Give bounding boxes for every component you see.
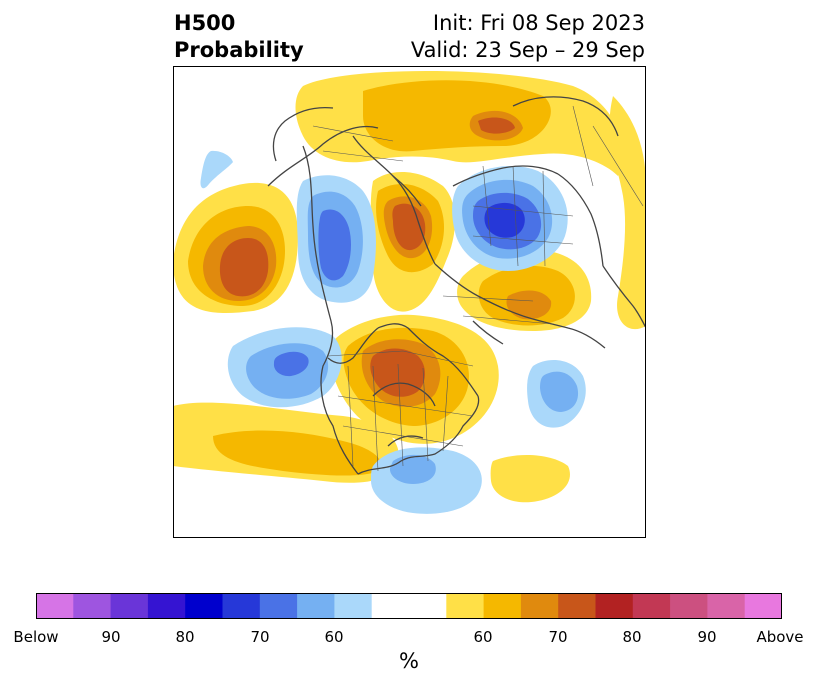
colorbar-label-below: Below [13, 628, 59, 646]
colorbar-label-above: Above [756, 628, 804, 646]
colorbar-label-below-60: 60 [324, 628, 344, 646]
above-normal-field-europe [457, 249, 592, 331]
colorbar-segment [36, 593, 74, 619]
colorbar-segment [707, 593, 746, 619]
colorbar-segment [297, 593, 335, 619]
colorbar-label-below-90: 90 [101, 628, 121, 646]
init-date: Init: Fri 08 Sep 2023 [432, 11, 645, 35]
colorbar-unit: % [399, 649, 419, 673]
colorbar-segment [744, 593, 782, 619]
colorbar-segment [222, 593, 261, 619]
below-normal-field-atlantic [200, 150, 586, 428]
political-borders [312, 105, 644, 472]
colorbar-segment [409, 593, 447, 619]
above-normal-field-polar [295, 71, 623, 176]
colorbar-segment [110, 593, 149, 619]
colorbar-label-below-70: 70 [250, 628, 270, 646]
colorbar-label-above-70: 70 [548, 628, 568, 646]
colorbar-segment [483, 593, 522, 619]
below-normal-field-alaska [296, 175, 376, 303]
colorbar-label-below-80: 80 [175, 628, 195, 646]
colorbar-segment [73, 593, 112, 619]
coastlines [267, 96, 646, 475]
colorbar-segment [334, 593, 373, 619]
colorbar-segment [147, 593, 186, 619]
above-normal-field-pacific [173, 182, 298, 314]
colorbar-segment [558, 593, 596, 619]
above-normal-field-greenland [370, 171, 455, 312]
colorbar-segment [632, 593, 671, 619]
below-normal-field-gulf [227, 327, 342, 408]
colorbar-segment [185, 593, 223, 619]
colorbar-segment [446, 593, 485, 619]
colorbar-segment [670, 593, 708, 619]
colorbar-segment [520, 593, 559, 619]
colorbar-segment [371, 593, 410, 619]
colorbar-segment [595, 593, 634, 619]
map-dates: Init: Fri 08 Sep 2023 Valid: 23 Sep – 29… [411, 10, 645, 64]
valid-range: Valid: 23 Sep – 29 Sep [410, 38, 645, 62]
colorbar-label-above-90: 90 [697, 628, 717, 646]
colorbar-label-above-80: 80 [622, 628, 642, 646]
colorbar-segment [259, 593, 298, 619]
below-normal-field-east-us [371, 447, 482, 514]
title-variable: H500 [174, 11, 236, 35]
colorbar-label-above-60: 60 [473, 628, 493, 646]
probability-map [173, 66, 646, 538]
title-probability: Probability [174, 38, 304, 62]
map-title: H500 Probability [174, 10, 304, 64]
colorbar [36, 593, 782, 619]
below-normal-field-siberia [452, 166, 568, 271]
